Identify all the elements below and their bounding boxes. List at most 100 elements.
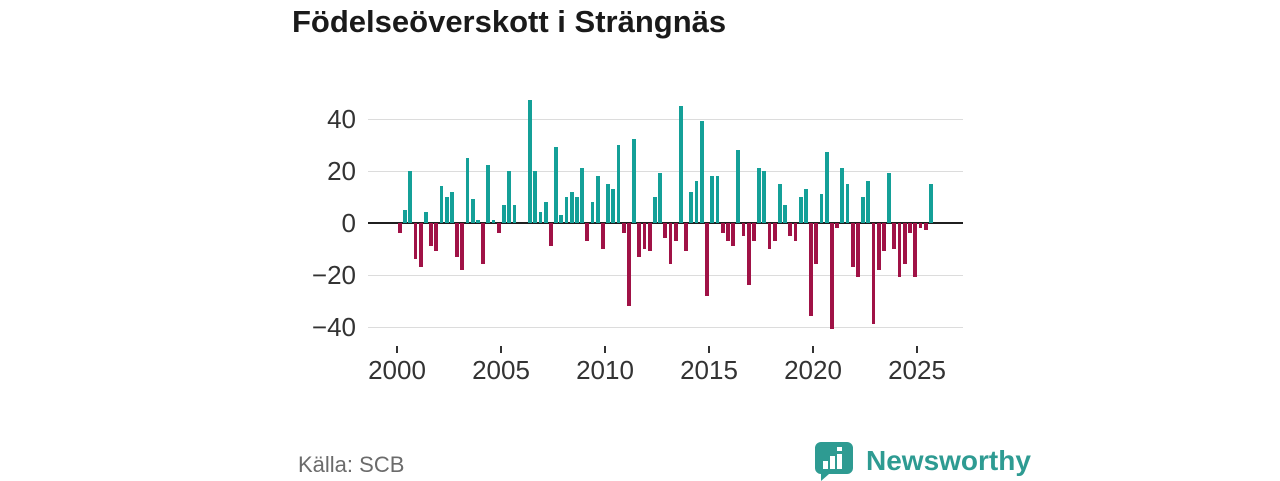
bar-2023q4	[892, 222, 897, 249]
y-axis-label--40: −40	[311, 311, 356, 342]
bar-2016q1	[731, 222, 735, 247]
bar-2011q1	[627, 222, 631, 306]
bar-2021q3	[845, 183, 850, 223]
bar-2015q4	[725, 222, 730, 241]
bar-2003q1	[460, 222, 465, 270]
bar-2010q3	[616, 144, 621, 223]
x-axis-tick-2010	[604, 346, 606, 353]
x-axis-label-2015: 2015	[680, 355, 738, 385]
bar-2002q1	[439, 186, 444, 223]
y-axis-label-40: 40	[327, 103, 356, 134]
bar-2008q1	[564, 196, 569, 223]
bar-2006q2	[528, 100, 532, 223]
bar-2000q3	[408, 170, 413, 223]
bar-2007q4	[559, 214, 564, 223]
bar-2007q3	[554, 147, 558, 223]
bar-2003q3	[470, 199, 475, 223]
newsworthy-logo: Newsworthy	[814, 441, 1031, 481]
bar-2023q1	[876, 222, 881, 270]
bar-2018q2	[777, 183, 782, 223]
x-axis-tick-2025	[916, 346, 918, 353]
bar-2001q1	[418, 222, 423, 267]
bar-2000q4	[413, 222, 418, 260]
bar-2004q1	[481, 222, 486, 265]
bar-2009q2	[590, 201, 595, 223]
chart-title: Födelseöverskott i Strängnäs	[292, 4, 727, 39]
bar-2002q4	[455, 222, 460, 257]
bar-2009q3	[595, 175, 600, 223]
x-axis-label-2000: 2000	[368, 355, 426, 385]
y-axis-label-0: 0	[341, 207, 356, 238]
bar-2014q1	[689, 191, 694, 223]
bar-2013q2	[673, 222, 678, 241]
bar-2004q3	[491, 220, 496, 223]
bar-2005q1	[502, 204, 506, 223]
bar-2011q2	[632, 139, 637, 223]
bar-2019q3	[803, 188, 808, 223]
x-axis-tick-2015	[708, 346, 710, 353]
bar-2019q4	[809, 222, 813, 317]
bar-2017q4	[767, 222, 772, 249]
bar-2020q4	[830, 222, 834, 330]
bar-2014q4	[705, 222, 709, 296]
bar-2010q1	[606, 183, 610, 223]
bar-2021q4	[850, 222, 855, 267]
bar-2025q2	[923, 222, 928, 231]
bar-2022q3	[866, 181, 871, 223]
bar-2020q3	[824, 152, 829, 223]
bar-2009q4	[601, 222, 605, 249]
bar-2000q1	[398, 222, 402, 234]
bar-2010q2	[611, 188, 616, 223]
bar-2012q3	[658, 173, 663, 223]
bar-2010q4	[621, 222, 626, 234]
bar-2006q4	[538, 212, 543, 223]
bar-2024q3	[908, 222, 912, 234]
gridline-y--40	[368, 326, 963, 328]
bar-2005q3	[512, 204, 517, 223]
bar-2005q2	[507, 170, 512, 223]
bar-2001q2	[424, 212, 428, 223]
bar-2013q1	[668, 222, 673, 265]
x-axis-tick-2000	[396, 346, 398, 353]
x-axis-label-2020: 2020	[784, 355, 842, 385]
bar-2022q4	[871, 222, 876, 325]
bar-2014q2	[694, 181, 699, 223]
bar-2011q4	[642, 222, 647, 249]
bar-2018q3	[783, 204, 787, 223]
bar-2001q3	[429, 222, 434, 247]
bar-2007q2	[548, 222, 553, 247]
bar-2004q4	[496, 222, 501, 234]
bar-2015q1	[710, 175, 715, 223]
x-axis-label-2010: 2010	[576, 355, 634, 385]
bar-2019q2	[798, 196, 803, 223]
bar-2018q4	[788, 222, 793, 236]
bar-2014q3	[699, 121, 704, 223]
bar-2023q3	[887, 173, 892, 223]
bar-2016q3	[741, 222, 746, 236]
bar-2001q4	[434, 222, 439, 252]
bar-2000q2	[403, 209, 407, 223]
bar-2007q1	[543, 201, 548, 223]
bar-2013q3	[679, 105, 683, 223]
bar-2003q2	[465, 157, 470, 223]
bar-2012q1	[647, 222, 652, 252]
source-caption: Källa: SCB	[298, 452, 405, 477]
x-axis-label-2025: 2025	[888, 355, 946, 385]
bar-2022q2	[861, 196, 866, 223]
bar-2013q4	[684, 222, 689, 252]
bar-2017q3	[762, 170, 767, 223]
bar-2002q2	[444, 196, 449, 223]
gridline-y-20	[368, 170, 963, 172]
bar-2019q1	[793, 222, 798, 241]
bar-2017q2	[757, 168, 761, 223]
bar-2022q1	[856, 222, 860, 278]
y-axis-label--20: −20	[311, 259, 356, 290]
bar-2012q4	[663, 222, 668, 239]
newsworthy-bubble-chart-icon	[815, 442, 853, 481]
bar-2016q4	[746, 222, 751, 286]
bar-2025q1	[918, 222, 923, 228]
bar-2008q3	[574, 196, 579, 223]
bar-2004q2	[486, 165, 491, 223]
x-axis-tick-2005	[500, 346, 502, 353]
